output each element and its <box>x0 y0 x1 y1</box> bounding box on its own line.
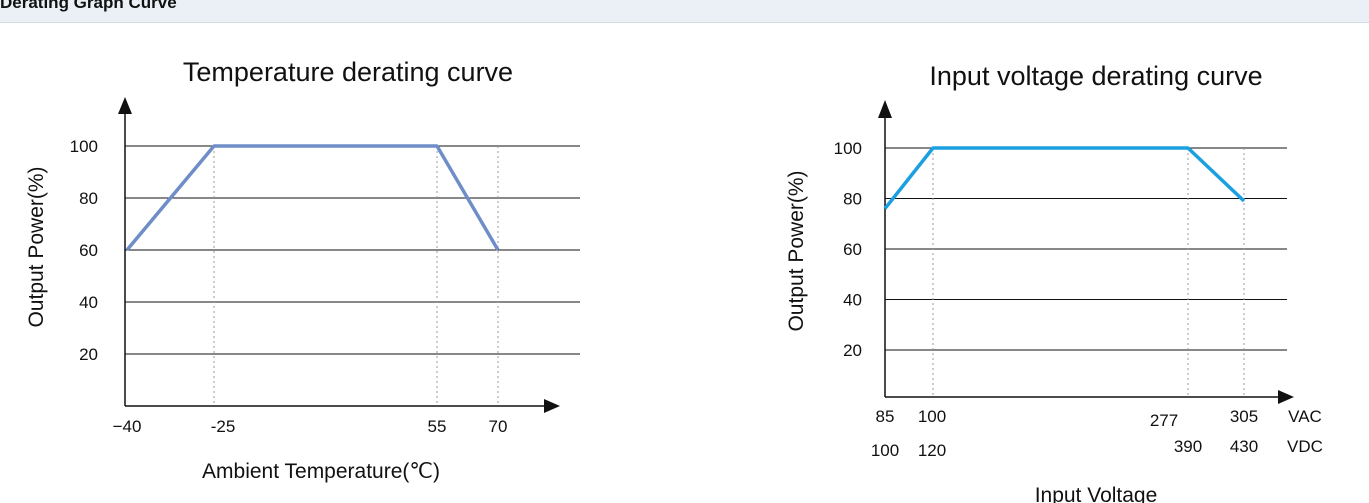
x-tick-label-vac: 100 <box>918 407 946 426</box>
x-tick-label: −40 <box>113 417 142 436</box>
x-tick-label-vdc: 100 <box>871 441 899 460</box>
x-tick-label: -25 <box>211 417 236 436</box>
unit-vac-label: VAC <box>1288 407 1322 426</box>
y-tick-label: 100 <box>70 137 98 156</box>
series-line <box>883 146 1246 210</box>
x-axis-label: Input Voltage <box>1035 484 1158 503</box>
x-axis-arrow <box>1278 390 1294 404</box>
y-axis-arrow <box>878 100 892 118</box>
x-axis-label: Ambient Temperature(℃) <box>202 460 440 483</box>
chart-title: Input voltage derating curve <box>929 61 1262 91</box>
y-tick-label: 60 <box>843 240 862 259</box>
y-tick-label: 80 <box>843 190 862 209</box>
x-tick-label-vac: 85 <box>876 407 895 426</box>
y-tick-label: 40 <box>843 291 862 310</box>
y-tick-label: 100 <box>834 139 862 158</box>
x-tick-label: 55 <box>428 417 447 436</box>
x-tick-label-vdc: 390 <box>1174 437 1202 456</box>
series-line <box>125 144 500 252</box>
y-tick-label: 20 <box>79 345 98 364</box>
section-header: Derating Graph Curve <box>0 0 1369 23</box>
y-axis-arrow <box>118 97 132 114</box>
unit-vdc-label: VDC <box>1287 437 1323 456</box>
x-tick-label-vdc: 430 <box>1230 437 1258 456</box>
section-title: Derating Graph Curve <box>0 0 177 12</box>
y-tick-label: 20 <box>843 341 862 360</box>
y-axis-label: Output Power(%) <box>25 166 48 327</box>
x-tick-label-vdc: 120 <box>918 441 946 460</box>
chart-title: Temperature derating curve <box>183 57 513 87</box>
x-tick-label-vac: 305 <box>1230 407 1258 426</box>
x-axis-arrow <box>544 399 560 413</box>
y-tick-label: 40 <box>79 293 98 312</box>
x-tick-label: 70 <box>489 417 508 436</box>
x-tick-label-vac: 277 <box>1150 411 1178 430</box>
y-tick-label: 80 <box>79 189 98 208</box>
y-tick-label: 60 <box>79 241 98 260</box>
y-axis-label: Output Power(%) <box>785 170 808 331</box>
